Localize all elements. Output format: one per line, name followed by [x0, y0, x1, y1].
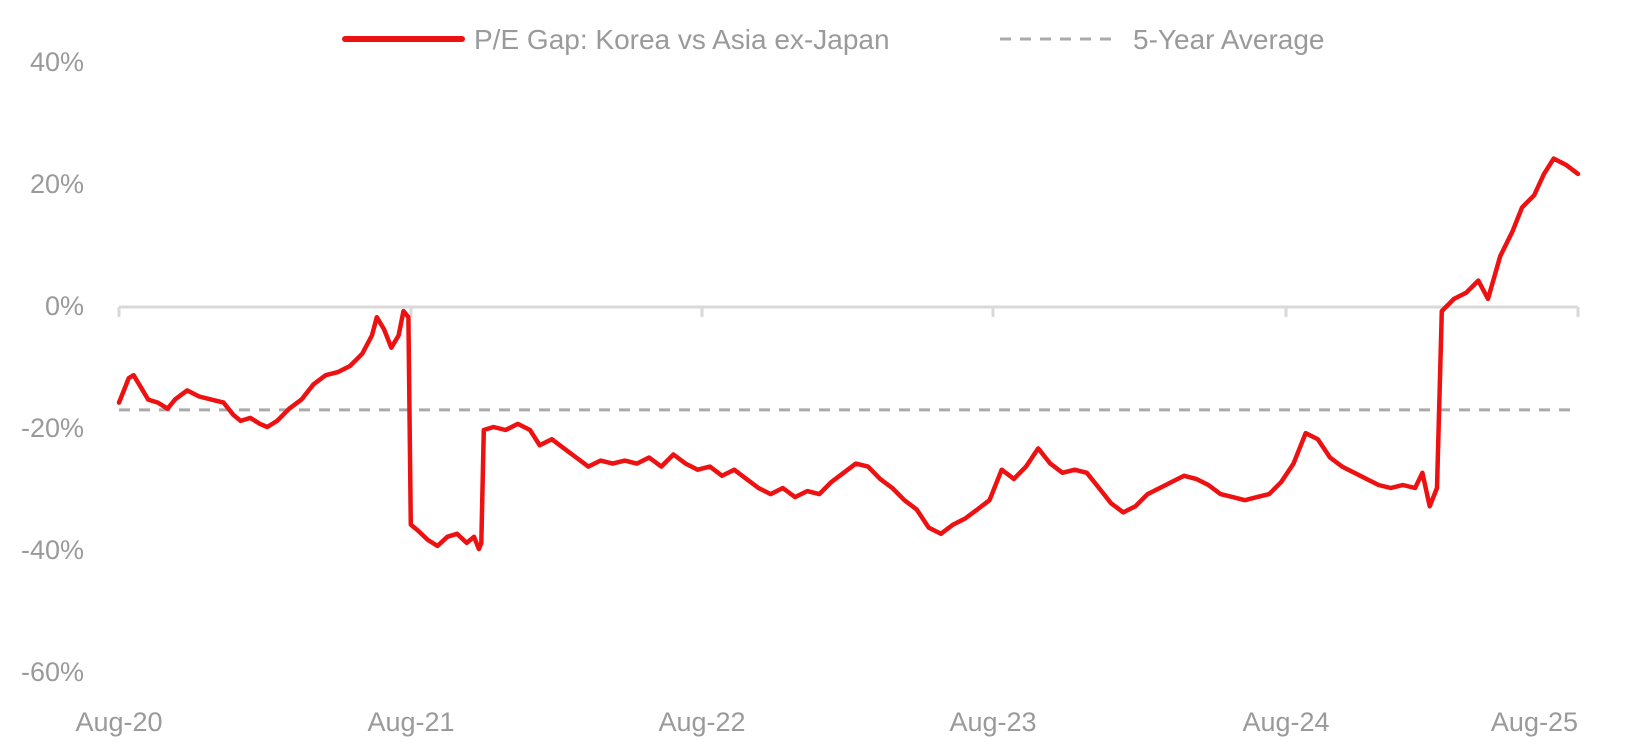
legend-label-pe-gap: P/E Gap: Korea vs Asia ex-Japan	[474, 24, 890, 55]
y-tick-label: 20%	[30, 169, 84, 199]
legend-label-5yr-average: 5-Year Average	[1133, 24, 1325, 55]
x-tick-label: Aug-23	[949, 707, 1036, 737]
y-tick-label: -60%	[21, 657, 84, 687]
y-tick-label: -20%	[21, 413, 84, 443]
y-tick-label: 40%	[30, 47, 84, 77]
x-axis: Aug-20 Aug-21 Aug-22 Aug-23 Aug-24 Aug-2…	[75, 305, 1580, 737]
x-tick-label: Aug-21	[367, 707, 454, 737]
y-tick-label: -40%	[21, 535, 84, 565]
x-tick-label: Aug-20	[75, 707, 162, 737]
y-axis: 40% 20% 0% -20% -40% -60%	[21, 47, 84, 687]
y-tick-label: 0%	[45, 291, 84, 321]
plot-area	[116, 156, 1581, 552]
legend: P/E Gap: Korea vs Asia ex-Japan 5-Year A…	[342, 24, 1325, 55]
x-tick-label: Aug-22	[658, 707, 745, 737]
series-line-pe-gap	[116, 156, 1581, 552]
x-tick-label: Aug-24	[1242, 707, 1329, 737]
x-tick-label: Aug-25	[1491, 707, 1578, 737]
